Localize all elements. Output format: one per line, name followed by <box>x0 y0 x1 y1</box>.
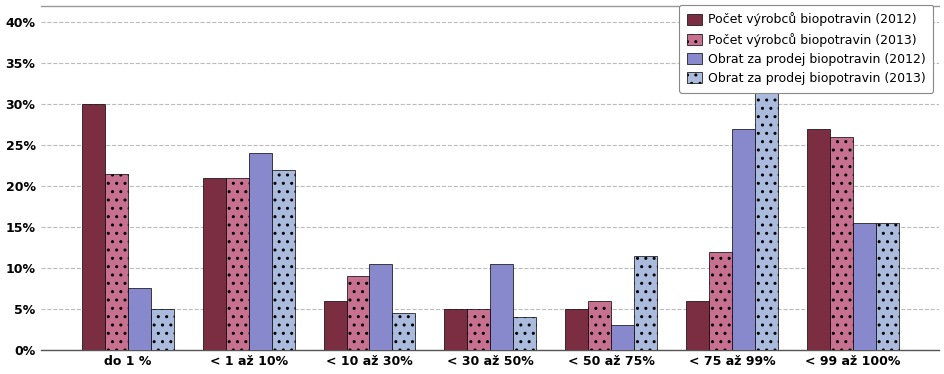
Bar <box>754 26 777 350</box>
Bar <box>127 288 151 350</box>
Bar <box>203 178 226 350</box>
Bar <box>731 129 754 350</box>
Bar <box>369 264 392 350</box>
Bar <box>633 255 656 350</box>
Bar <box>513 317 535 350</box>
Bar <box>151 309 174 350</box>
Bar <box>323 301 346 350</box>
Bar <box>226 178 248 350</box>
Bar <box>346 276 369 350</box>
Bar <box>271 169 295 350</box>
Bar <box>587 301 611 350</box>
Bar <box>851 223 875 350</box>
Bar <box>875 223 898 350</box>
Bar <box>685 301 708 350</box>
Legend: Počet výrobců biopotravin (2012), Počet výrobců biopotravin (2013), Obrat za pro: Počet výrobců biopotravin (2012), Počet … <box>679 5 933 93</box>
Bar <box>611 325 633 350</box>
Bar <box>565 309 587 350</box>
Bar <box>708 251 731 350</box>
Bar <box>829 137 851 350</box>
Bar <box>806 129 829 350</box>
Bar <box>444 309 467 350</box>
Bar <box>392 313 415 350</box>
Bar <box>105 174 127 350</box>
Bar <box>248 153 271 350</box>
Bar <box>490 264 513 350</box>
Bar <box>467 309 490 350</box>
Bar <box>82 104 105 350</box>
